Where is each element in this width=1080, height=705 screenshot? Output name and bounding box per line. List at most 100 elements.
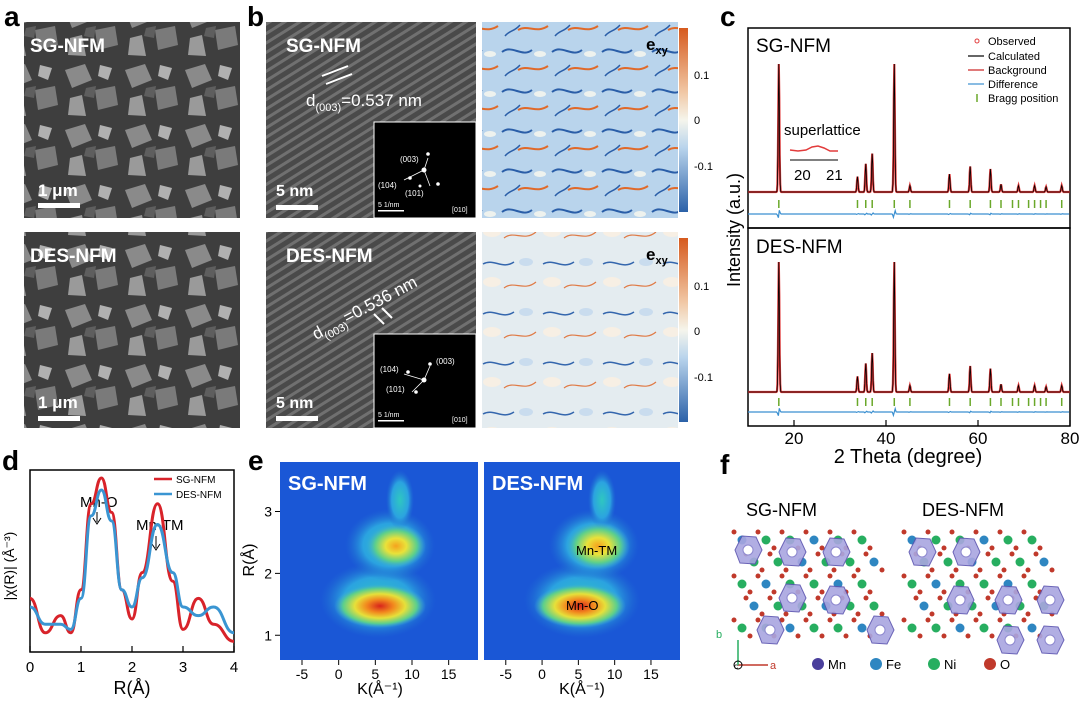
fft-bottom-spot-003: (003) <box>436 357 455 366</box>
atom-mn-center <box>874 624 886 636</box>
atom-o <box>819 545 825 551</box>
atom-fe <box>955 623 965 633</box>
atom-o <box>767 551 773 557</box>
legend-ni-dot <box>928 658 940 670</box>
atom-o <box>1021 573 1027 579</box>
hrtem-bottom-scale-label: 5 nm <box>276 395 313 412</box>
wt-xtick-label-1--5: -5 <box>500 666 513 682</box>
atom-o <box>851 573 857 579</box>
atom-o <box>855 567 861 573</box>
wt-xtick-label-0-15: 15 <box>441 666 457 682</box>
atom-o <box>989 545 995 551</box>
legend-des: DES-NFM <box>176 490 222 501</box>
sem-bottom-scale-label: 1 μm <box>38 393 78 412</box>
atom-o <box>867 589 873 595</box>
atom-ni <box>809 623 819 633</box>
atom-o <box>759 567 765 573</box>
legend-o-dot <box>984 658 996 670</box>
structure-des-label: DES-NFM <box>922 500 1004 520</box>
atom-o <box>997 573 1003 579</box>
atom-o <box>815 595 821 601</box>
atom-o <box>843 633 849 639</box>
sem-image-bottom: DES-NFM 1 μm <box>24 232 240 428</box>
atom-o <box>731 617 737 623</box>
xrd-des-calculated <box>748 261 1070 393</box>
atom-o <box>925 529 931 535</box>
atom-o <box>807 567 813 573</box>
xrd-chart: SG-NFM DES-NFM Intensity (a.u.) 2 Theta … <box>724 27 1079 468</box>
atom-o <box>965 633 971 639</box>
wt-ytick-label-1: 1 <box>264 627 272 643</box>
strain-map-bottom: exy 0.1 0 -0.1 <box>482 232 713 428</box>
atom-o <box>783 611 789 617</box>
hrtem-top-sample-label: SG-NFM <box>286 36 361 57</box>
legend-observed-marker <box>974 38 980 44</box>
atom-ni <box>907 623 917 633</box>
atom-o <box>755 617 761 623</box>
atom-ni <box>761 535 771 545</box>
strain-colorbar-bottom <box>679 238 688 422</box>
fft-top-scale: 5 1/nm <box>378 202 400 209</box>
panel-c-letter: c <box>720 1 736 32</box>
wt-sg-sample: SG-NFM <box>288 473 367 495</box>
atom-o <box>867 545 873 551</box>
atom-o <box>731 573 737 579</box>
legend-fe: Fe <box>886 657 901 672</box>
wt-xtick-label-0-10: 10 <box>404 666 420 682</box>
atom-o <box>1037 545 1043 551</box>
legend-mn-dot <box>812 658 824 670</box>
xrd-top-sample: SG-NFM <box>756 36 831 57</box>
hrtem-bottom-sample-label: DES-NFM <box>286 246 373 267</box>
atom-o <box>779 573 785 579</box>
atom-o <box>803 529 809 535</box>
sem-bottom-scale-bar <box>38 416 80 421</box>
inset-label: superlattice <box>784 122 861 139</box>
atom-mn-center <box>764 624 776 636</box>
wt-map-sg: SG-NFM <box>280 462 478 660</box>
atom-o <box>949 573 955 579</box>
atom-o <box>783 567 789 573</box>
atom-fe <box>809 535 819 545</box>
xrd-xtick-label-20: 20 <box>785 429 804 448</box>
xrd-xtick-label-40: 40 <box>877 429 896 448</box>
atom-o <box>1001 567 1007 573</box>
atom-o <box>989 633 995 639</box>
axis-a: a <box>770 660 777 672</box>
atom-o <box>949 617 955 623</box>
exafs-legend: SG-NFM DES-NFM <box>154 475 222 501</box>
wt-ytick-label-3: 3 <box>264 504 272 520</box>
sem-top-scale-label: 1 μm <box>38 181 78 200</box>
atom-o <box>937 551 943 557</box>
exafs-series-des-nfm <box>29 488 235 635</box>
fft-bottom-zone: [010] <box>452 417 468 424</box>
cbar-bottom-tick-pos: 0.1 <box>694 281 709 293</box>
atom-ni <box>845 557 855 567</box>
atom-o <box>827 529 833 535</box>
atom-ni <box>1015 557 1025 567</box>
atom-o <box>851 529 857 535</box>
hrtem-bottom-scale-bar <box>276 416 318 421</box>
hrtem-image-top: SG-NFM d(003)=0.537 nm 5 nm (003) (104) … <box>266 22 477 219</box>
structure-sg-label: SG-NFM <box>746 500 817 520</box>
atom-mn-center <box>830 594 842 606</box>
atom-o <box>973 573 979 579</box>
atom-o <box>1013 545 1019 551</box>
atom-o <box>819 633 825 639</box>
atom-o <box>997 529 1003 535</box>
atom-o <box>747 633 753 639</box>
atom-ni <box>1027 535 1037 545</box>
atom-ni <box>979 579 989 589</box>
atom-o <box>941 545 947 551</box>
exafs-xtick-label-4: 4 <box>230 659 238 676</box>
atom-ni <box>773 557 783 567</box>
atom-fe <box>869 557 879 567</box>
atom-mn-center <box>960 546 972 558</box>
atom-o <box>901 573 907 579</box>
wt-xtick-label-1-10: 10 <box>607 666 623 682</box>
atom-o <box>831 567 837 573</box>
atom-o <box>759 611 765 617</box>
inset-trace <box>789 145 838 152</box>
atom-ni <box>833 623 843 633</box>
atom-o <box>855 611 861 617</box>
